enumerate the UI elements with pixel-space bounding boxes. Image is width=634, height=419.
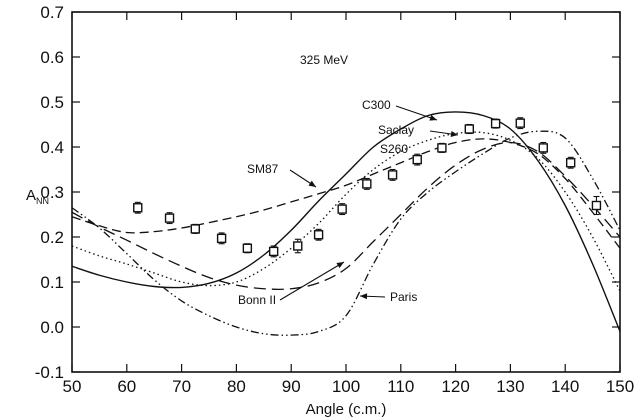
- y-tick-label: 0.1: [40, 273, 64, 292]
- y-axis-label-main: A: [26, 187, 36, 204]
- x-tick-label: 130: [496, 377, 524, 396]
- data-point: [293, 238, 303, 254]
- point-marker: [216, 233, 227, 244]
- x-tick-label: 100: [332, 377, 360, 396]
- label-pointer: [279, 261, 345, 301]
- point-marker: [515, 118, 525, 128]
- annotations: C300 Saclay S260 SM87 Bonn II Paris: [238, 98, 459, 307]
- point-marker: [538, 143, 548, 153]
- y-axis-label: ANN: [26, 187, 49, 206]
- x-tick-label: 60: [117, 377, 136, 396]
- data-point: [565, 156, 576, 169]
- data-point: [190, 223, 201, 234]
- data-point: [515, 117, 525, 130]
- point-marker: [164, 213, 175, 223]
- data-point: [337, 203, 347, 216]
- y-tick-label: 0.7: [40, 3, 64, 22]
- curve-paris: [71, 130, 621, 336]
- data-point: [437, 142, 447, 153]
- x-tick-label: 110: [387, 377, 414, 396]
- data-point: [362, 177, 372, 190]
- point-marker: [437, 143, 447, 153]
- label-arrowhead: [450, 131, 458, 137]
- point-marker: [412, 154, 422, 165]
- data-point: [464, 123, 474, 135]
- label-pointer: [395, 105, 438, 121]
- point-marker: [190, 224, 201, 234]
- x-tick-label: 80: [227, 377, 246, 396]
- data-point: [490, 118, 501, 129]
- data-point: [538, 141, 548, 154]
- y-tick-label: -0.1: [35, 363, 64, 382]
- point-marker: [565, 158, 576, 168]
- data-points: [133, 117, 602, 258]
- point-marker: [464, 124, 474, 134]
- data-point: [387, 168, 398, 181]
- axis-ticks: 50 60 70 80 90 100 110 120 130 140 150 -0.1 0.0 0.1 0.…: [35, 3, 634, 396]
- x-axis-label: Angle (c.m.): [306, 401, 387, 418]
- point-marker: [133, 203, 143, 213]
- y-tick-label: 0.2: [40, 228, 64, 247]
- data-point: [216, 232, 227, 245]
- x-tick-label: 150: [606, 377, 634, 396]
- point-marker: [387, 170, 398, 180]
- data-point: [133, 201, 143, 214]
- model-curves: [71, 111, 621, 336]
- curve-sm87: [71, 138, 621, 249]
- curve-label-paris: Paris: [390, 290, 417, 304]
- label-arrowhead: [308, 180, 316, 187]
- curve-saclay-s260: [71, 131, 621, 292]
- x-tick-label: 120: [441, 377, 469, 396]
- label-arrowhead: [429, 114, 437, 121]
- data-point: [268, 245, 279, 258]
- curve-bonn-ii: [71, 141, 621, 290]
- point-marker: [337, 204, 347, 214]
- x-tick-label: 50: [63, 377, 82, 396]
- x-tick-label: 70: [172, 377, 191, 396]
- curve-label-saclay: Saclay: [378, 123, 414, 137]
- data-point: [591, 195, 602, 216]
- label-arrowhead: [360, 293, 368, 300]
- data-point: [164, 212, 175, 225]
- x-tick-label: 90: [282, 377, 301, 396]
- y-axis-label-sub: NN: [36, 196, 49, 206]
- point-marker: [242, 243, 253, 253]
- y-tick-label: 0.4: [40, 138, 64, 157]
- point-marker: [268, 246, 279, 257]
- point-marker: [591, 200, 602, 211]
- y-tick-label: 0.6: [40, 48, 64, 67]
- point-marker: [313, 230, 324, 240]
- point-marker: [362, 179, 372, 189]
- y-tick-label: 0.3: [40, 183, 64, 202]
- curve-label-bonn-ii: Bonn II: [238, 293, 276, 307]
- y-tick-label: 0.0: [40, 318, 64, 337]
- energy-annotation: 325 MeV: [300, 53, 348, 67]
- curve-label-s260: S260: [380, 142, 408, 156]
- point-marker: [490, 118, 501, 129]
- curve-label-c300: C300: [362, 98, 391, 112]
- data-point: [242, 243, 253, 254]
- curve-c300: [71, 111, 621, 332]
- y-tick-label: 0.5: [40, 93, 64, 112]
- data-point: [313, 228, 324, 241]
- x-tick-label: 140: [551, 377, 579, 396]
- data-point: [412, 153, 422, 166]
- point-marker: [293, 241, 303, 251]
- label-arrowhead: [336, 262, 344, 269]
- curve-label-sm87: SM87: [247, 162, 279, 176]
